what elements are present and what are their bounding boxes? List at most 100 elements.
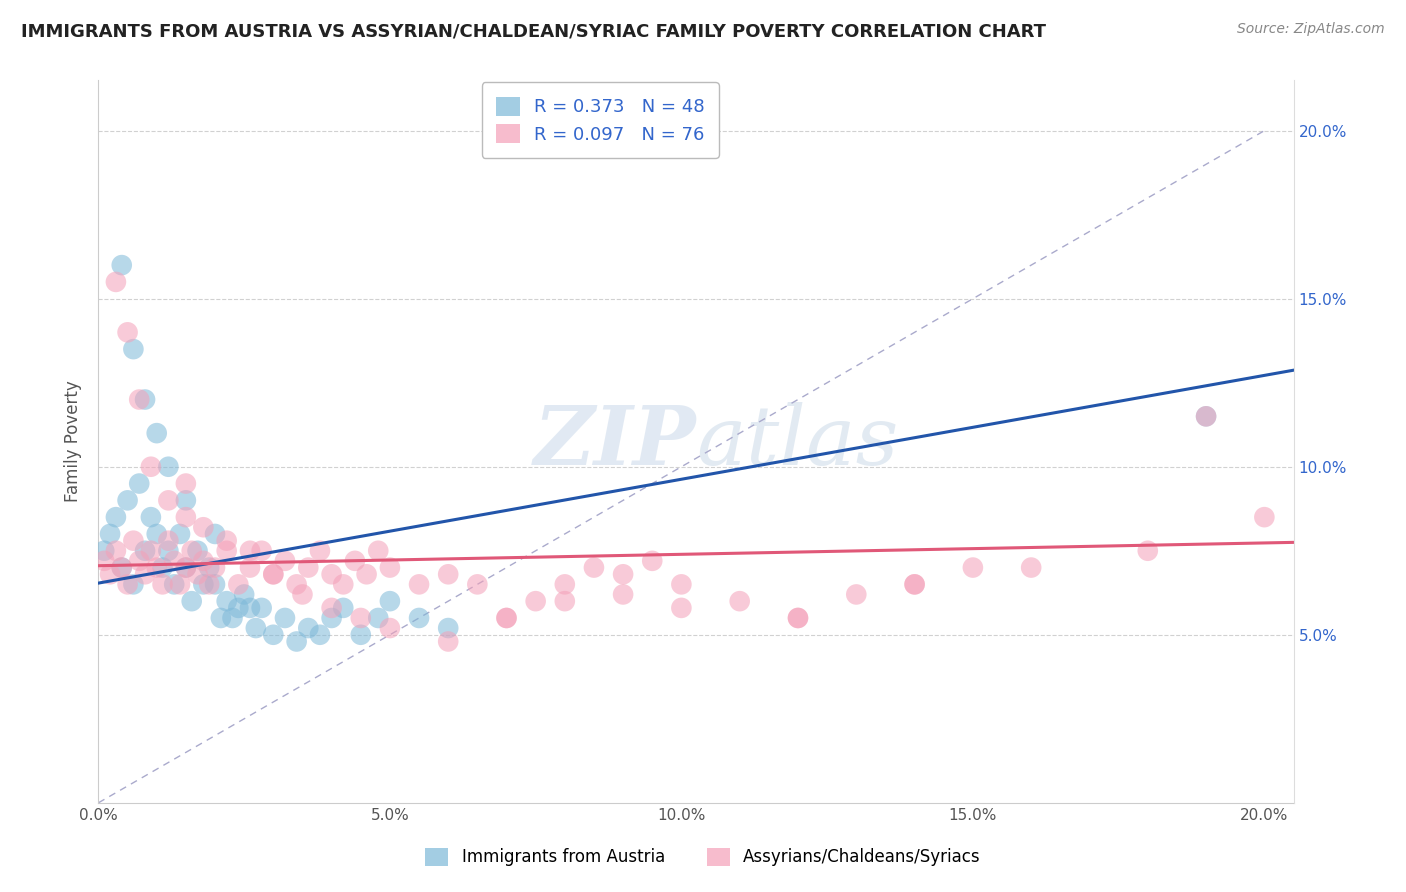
Point [122,577,145,591]
Point [1195,409,1218,424]
Point [1195,409,1218,424]
Point [104,510,127,524]
Point [204,560,226,574]
Point [228,600,250,615]
Point [554,594,576,608]
Point [787,611,810,625]
Point [250,600,273,615]
Point [117,577,139,591]
Point [437,567,460,582]
Point [350,611,373,625]
Point [274,611,297,625]
Point [612,587,634,601]
Point [145,560,167,574]
Point [262,567,284,582]
Point [193,520,215,534]
Point [104,543,127,558]
Point [215,533,238,548]
Point [332,577,354,591]
Point [612,567,634,582]
Point [728,594,751,608]
Point [145,527,167,541]
Point [111,258,134,272]
Point [356,567,378,582]
Point [104,275,127,289]
Point [378,594,401,608]
Y-axis label: Family Poverty: Family Poverty [65,381,83,502]
Point [378,621,401,635]
Point [332,600,354,615]
Point [274,554,297,568]
Point [903,577,925,591]
Point [297,621,319,635]
Point [128,554,150,568]
Point [134,392,156,407]
Point [285,634,308,648]
Point [152,577,174,591]
Point [262,567,284,582]
Point [221,611,243,625]
Point [157,459,180,474]
Point [903,577,925,591]
Point [239,543,262,558]
Legend: Immigrants from Austria, Assyrians/Chaldeans/Syriacs: Immigrants from Austria, Assyrians/Chald… [416,839,990,875]
Point [962,560,984,574]
Point [122,342,145,356]
Point [163,554,186,568]
Point [228,577,250,591]
Point [139,510,162,524]
Point [139,459,162,474]
Point [671,577,693,591]
Point [186,567,208,582]
Point [554,577,576,591]
Point [193,577,215,591]
Text: ZIP: ZIP [533,401,696,482]
Point [134,567,156,582]
Point [163,577,186,591]
Point [233,587,256,601]
Point [321,600,343,615]
Point [128,392,150,407]
Point [122,533,145,548]
Point [641,554,664,568]
Point [174,476,197,491]
Point [174,560,197,574]
Point [437,621,460,635]
Point [93,543,115,558]
Point [845,587,868,601]
Point [524,594,547,608]
Point [367,611,389,625]
Point [408,577,430,591]
Point [186,543,208,558]
Point [350,628,373,642]
Point [180,594,202,608]
Point [174,510,197,524]
Point [437,634,460,648]
Point [198,577,221,591]
Point [157,533,180,548]
Point [204,577,226,591]
Point [1253,510,1275,524]
Point [157,493,180,508]
Point [152,560,174,574]
Point [98,567,121,582]
Point [204,527,226,541]
Point [157,543,180,558]
Point [239,560,262,574]
Point [309,628,332,642]
Point [309,543,332,558]
Point [250,543,273,558]
Point [285,577,308,591]
Point [111,560,134,574]
Point [582,560,605,574]
Point [245,621,267,635]
Point [193,554,215,568]
Point [343,554,366,568]
Point [139,543,162,558]
Point [134,543,156,558]
Point [1019,560,1042,574]
Point [180,543,202,558]
Point [297,560,319,574]
Text: IMMIGRANTS FROM AUSTRIA VS ASSYRIAN/CHALDEAN/SYRIAC FAMILY POVERTY CORRELATION C: IMMIGRANTS FROM AUSTRIA VS ASSYRIAN/CHAL… [21,22,1046,40]
Point [215,594,238,608]
